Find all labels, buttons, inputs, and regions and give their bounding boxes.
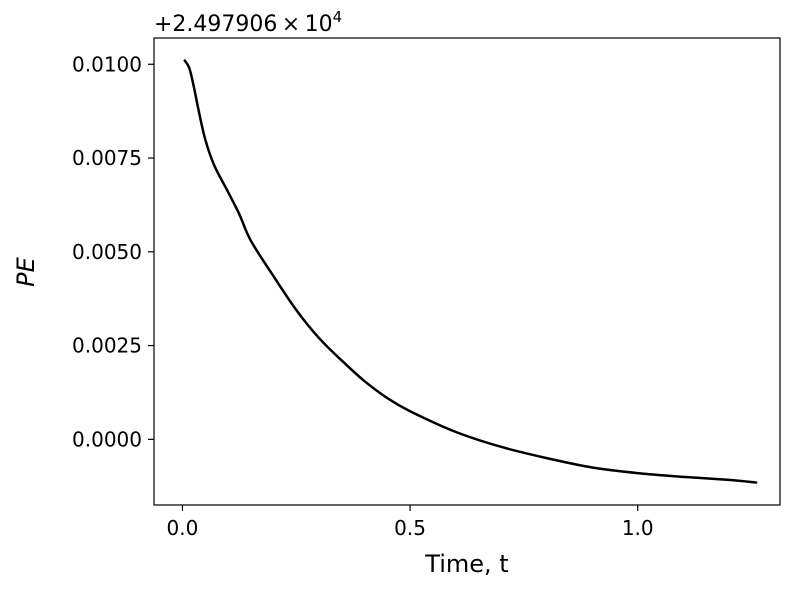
x-tick-label: 0.0 [167, 516, 199, 540]
y-tick-label: 0.0025 [72, 334, 142, 358]
x-tick-label: 0.5 [394, 516, 426, 540]
series-line-pe [183, 59, 758, 484]
y-axis-ticks: 0.0000 0.0025 0.0050 0.0075 0.0100 [72, 52, 154, 451]
y-offset-label: +2.497906 × 104 [154, 8, 342, 37]
y-offset-exponent: 4 [333, 8, 343, 26]
x-axis-label: Time, t [424, 550, 508, 578]
x-tick-label: 1.0 [622, 516, 654, 540]
y-tick-label: 0.0000 [72, 427, 142, 451]
y-tick-label: 0.0050 [72, 240, 142, 264]
plot-area [153, 37, 781, 506]
y-tick-label: 0.0075 [72, 146, 142, 170]
x-axis-ticks: 0.0 0.5 1.0 [167, 505, 654, 540]
y-axis-label: PE [12, 256, 40, 286]
y-tick-label: 0.0100 [72, 52, 142, 76]
